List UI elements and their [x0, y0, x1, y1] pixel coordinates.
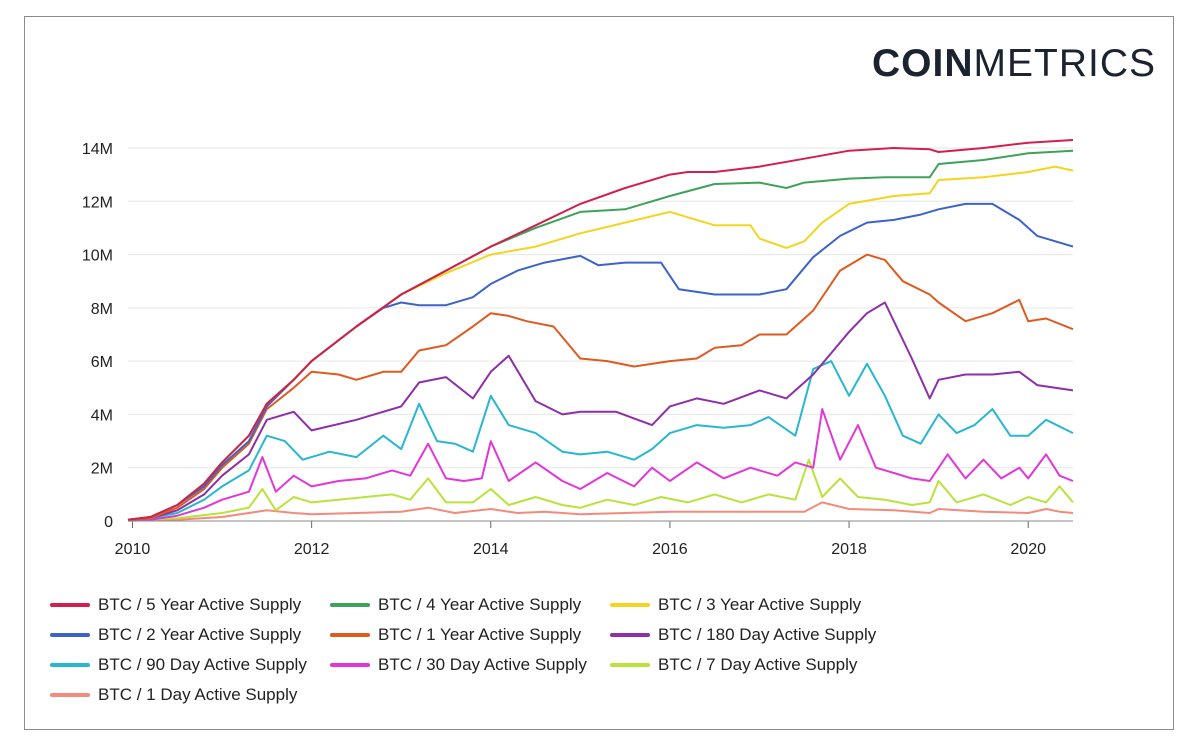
y-tick-label: 10M	[82, 248, 113, 265]
y-tick-label: 12M	[82, 194, 113, 211]
y-tick-label: 8M	[91, 301, 113, 318]
chart-frame	[24, 16, 1174, 730]
legend-swatch	[610, 663, 650, 667]
series-line	[127, 301, 1074, 521]
series-line	[127, 408, 1074, 522]
x-axis-ticks: 2010 2012 2014 2016 2018 2020	[115, 521, 1046, 558]
legend-item[interactable]: BTC / 5 Year Active Supply	[50, 595, 301, 615]
legend-label: BTC / 1 Year Active Supply	[378, 625, 582, 644]
legend-label: BTC / 180 Day Active Supply	[658, 625, 877, 644]
series-line	[127, 360, 1074, 521]
legend-label: BTC / 7 Day Active Supply	[658, 655, 858, 674]
y-tick-label: 0	[104, 514, 113, 531]
series-line	[127, 165, 1074, 521]
legend-label: BTC / 4 Year Active Supply	[378, 595, 582, 614]
legend-item[interactable]: BTC / 1 Day Active Supply	[50, 685, 297, 705]
legend-label: BTC / 3 Year Active Supply	[658, 595, 862, 614]
y-tick-label: 2M	[91, 461, 113, 478]
legend-swatch	[50, 663, 90, 667]
legend-item[interactable]: BTC / 3 Year Active Supply	[610, 595, 861, 615]
legend-item[interactable]: BTC / 7 Day Active Supply	[610, 655, 857, 675]
x-tick-label: 2010	[115, 541, 151, 558]
legend-swatch	[50, 693, 90, 697]
legend-item[interactable]: BTC / 180 Day Active Supply	[610, 625, 876, 645]
series-line	[127, 458, 1074, 522]
y-tick-label: 4M	[91, 407, 113, 424]
series-line	[127, 501, 1074, 522]
y-tick-label: 14M	[82, 141, 113, 158]
y-axis-ticks: 0 2M 4M 6M 8M 10M 12M 14M	[82, 141, 113, 531]
x-tick-label: 2020	[1010, 541, 1046, 558]
series-line	[127, 139, 1074, 521]
x-tick-label: 2018	[831, 541, 867, 558]
legend-swatch	[50, 633, 90, 637]
legend-label: BTC / 30 Day Active Supply	[378, 655, 587, 674]
x-tick-label: 2014	[473, 541, 509, 558]
legend-swatch	[330, 603, 370, 607]
legend-label: BTC / 1 Day Active Supply	[98, 685, 298, 704]
legend-label: BTC / 90 Day Active Supply	[98, 655, 307, 674]
legend-item[interactable]: BTC / 1 Year Active Supply	[330, 625, 581, 645]
legend-item[interactable]: BTC / 2 Year Active Supply	[50, 625, 301, 645]
legend-swatch	[610, 633, 650, 637]
legend-item[interactable]: BTC / 30 Day Active Supply	[330, 655, 587, 675]
legend-swatch	[610, 603, 650, 607]
x-tick-label: 2016	[652, 541, 688, 558]
y-tick-label: 6M	[91, 354, 113, 371]
logo-bold-text: COIN	[872, 42, 974, 85]
legend-swatch	[330, 663, 370, 667]
legend-item[interactable]: BTC / 4 Year Active Supply	[330, 595, 581, 615]
legend-swatch	[50, 603, 90, 607]
legend-label: BTC / 5 Year Active Supply	[98, 595, 302, 614]
legend-label: BTC / 2 Year Active Supply	[98, 625, 302, 644]
series-line	[127, 253, 1074, 521]
legend-item[interactable]: BTC / 90 Day Active Supply	[50, 655, 307, 675]
series-line	[127, 202, 1074, 521]
x-tick-label: 2012	[294, 541, 330, 558]
series-lines	[127, 139, 1074, 522]
series-line	[127, 149, 1074, 521]
logo-light-text: METRICS	[973, 42, 1156, 85]
coinmetrics-logo: COINMETRICS	[872, 44, 1156, 83]
legend-swatch	[330, 633, 370, 637]
